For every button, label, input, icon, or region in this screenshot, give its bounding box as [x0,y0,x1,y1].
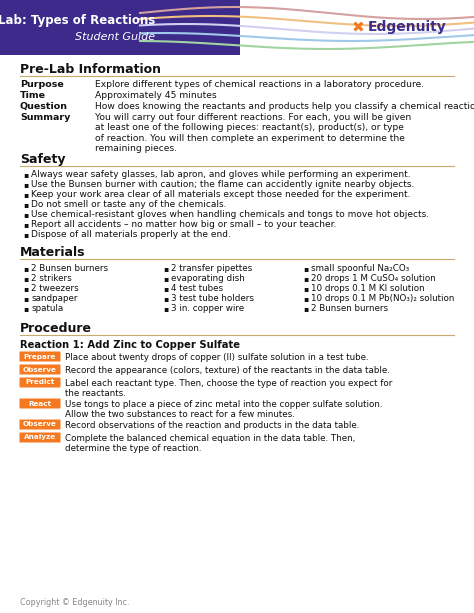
Text: Student Guide: Student Guide [75,32,155,42]
Text: 10 drops 0.1 M Pb(NO₃)₂ solution: 10 drops 0.1 M Pb(NO₃)₂ solution [311,294,455,303]
Text: 2 strikers: 2 strikers [31,274,72,283]
Text: ▪: ▪ [303,304,308,313]
FancyBboxPatch shape [19,378,61,387]
Text: Procedure: Procedure [20,322,92,335]
Text: ▪: ▪ [23,274,28,283]
Text: 2 Bunsen burners: 2 Bunsen burners [31,264,108,273]
Text: Purpose: Purpose [20,80,64,89]
FancyBboxPatch shape [19,351,61,362]
Text: Record the appearance (colors, texture) of the reactants in the data table.: Record the appearance (colors, texture) … [65,366,390,375]
Text: 2 Bunsen burners: 2 Bunsen burners [311,304,388,313]
Text: Record observations of the reaction and products in the data table.: Record observations of the reaction and … [65,421,359,430]
Text: Time: Time [20,91,46,100]
Text: Pre-Lab Information: Pre-Lab Information [20,63,161,76]
Text: spatula: spatula [31,304,63,313]
Text: small spoonful Na₂CO₃: small spoonful Na₂CO₃ [311,264,409,273]
Text: ▪: ▪ [303,264,308,273]
Text: ▪: ▪ [163,304,168,313]
Text: ▪: ▪ [163,284,168,293]
Text: ▪: ▪ [163,274,168,283]
FancyBboxPatch shape [19,398,61,408]
Text: Use chemical-resistant gloves when handling chemicals and tongs to move hot obje: Use chemical-resistant gloves when handl… [31,210,429,219]
Text: ▪: ▪ [303,294,308,303]
Text: ▪: ▪ [303,284,308,293]
Bar [0,0,474,55]
Text: 3 in. copper wire: 3 in. copper wire [171,304,244,313]
Text: Complete the balanced chemical equation in the data table. Then,
determine the t: Complete the balanced chemical equation … [65,434,355,454]
Text: 2 transfer pipettes: 2 transfer pipettes [171,264,252,273]
Text: ✖: ✖ [352,20,365,35]
Text: Edgenuity: Edgenuity [368,20,447,34]
Text: React: React [28,400,52,406]
Text: Observe: Observe [23,422,57,427]
Text: sandpaper: sandpaper [31,294,78,303]
Text: Analyze: Analyze [24,435,56,441]
Text: Do not smell or taste any of the chemicals.: Do not smell or taste any of the chemica… [31,200,227,209]
Text: Explore different types of chemical reactions in a laboratory procedure.: Explore different types of chemical reac… [95,80,424,89]
Text: 2 tweezers: 2 tweezers [31,284,79,293]
Text: Question: Question [20,102,68,111]
Text: evaporating dish: evaporating dish [171,274,245,283]
FancyBboxPatch shape [19,419,61,430]
Text: ▪: ▪ [23,180,28,189]
Text: ▪: ▪ [163,264,168,273]
Text: 3 test tube holders: 3 test tube holders [171,294,254,303]
Text: How does knowing the reactants and products help you classify a chemical reactio: How does knowing the reactants and produ… [95,102,474,111]
Text: ▪: ▪ [23,220,28,229]
Text: ▪: ▪ [23,230,28,239]
Text: Materials: Materials [20,246,85,259]
Text: Reaction 1: Add Zinc to Copper Sulfate: Reaction 1: Add Zinc to Copper Sulfate [20,340,240,350]
Text: 4 test tubes: 4 test tubes [171,284,223,293]
Text: ▪: ▪ [23,284,28,293]
Text: Always wear safety glasses, lab apron, and gloves while performing an experiment: Always wear safety glasses, lab apron, a… [31,170,410,179]
Text: 20 drops 1 M CuSO₄ solution: 20 drops 1 M CuSO₄ solution [311,274,436,283]
Text: Dispose of all materials properly at the end.: Dispose of all materials properly at the… [31,230,231,239]
Text: Lab: Types of Reactions: Lab: Types of Reactions [0,14,155,28]
FancyBboxPatch shape [19,365,61,375]
Text: ▪: ▪ [23,294,28,303]
Text: ▪: ▪ [23,264,28,273]
Text: Report all accidents – no matter how big or small – to your teacher.: Report all accidents – no matter how big… [31,220,337,229]
Text: 10 drops 0.1 M KI solution: 10 drops 0.1 M KI solution [311,284,425,293]
Text: Label each reactant type. Then, choose the type of reaction you expect for
the r: Label each reactant type. Then, choose t… [65,379,392,398]
Text: ▪: ▪ [23,210,28,219]
Bar [240,0,474,55]
Text: ▪: ▪ [303,274,308,283]
Text: Predict: Predict [26,379,55,386]
Text: Place about twenty drops of copper (II) sulfate solution in a test tube.: Place about twenty drops of copper (II) … [65,353,369,362]
Text: You will carry out four different reactions. For each, you will be given
at leas: You will carry out four different reacti… [95,113,411,153]
Text: Use the Bunsen burner with caution; the flame can accidently ignite nearby objec: Use the Bunsen burner with caution; the … [31,180,414,189]
Text: Summary: Summary [20,113,70,122]
Text: ▪: ▪ [23,200,28,209]
Text: Approximately 45 minutes: Approximately 45 minutes [95,91,217,100]
Text: ▪: ▪ [23,170,28,179]
Text: ▪: ▪ [163,294,168,303]
Text: Use tongs to place a piece of zinc metal into the copper sulfate solution.
Allow: Use tongs to place a piece of zinc metal… [65,400,383,419]
Text: Safety: Safety [20,153,65,166]
Text: ▪: ▪ [23,304,28,313]
Text: ▪: ▪ [23,190,28,199]
Text: Copyright © Edgenuity Inc.: Copyright © Edgenuity Inc. [20,598,129,607]
FancyBboxPatch shape [19,433,61,443]
Text: Keep your work area clear of all materials except those needed for the experimen: Keep your work area clear of all materia… [31,190,410,199]
Text: Observe: Observe [23,367,57,373]
Text: Prepare: Prepare [24,354,56,359]
